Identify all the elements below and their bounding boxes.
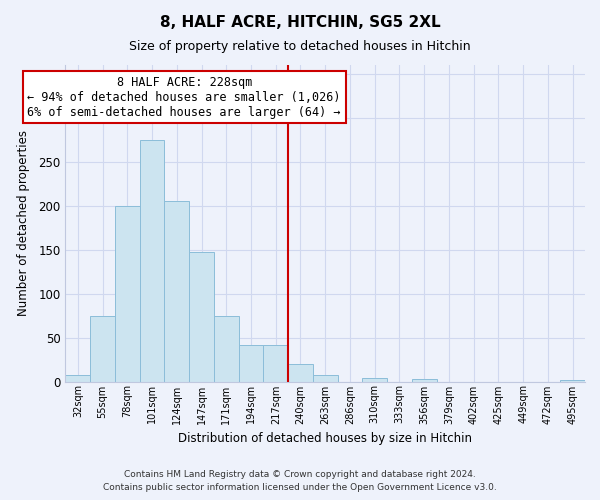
Bar bbox=[560, 380, 585, 382]
Bar bbox=[164, 202, 189, 382]
Text: Contains HM Land Registry data © Crown copyright and database right 2024.
Contai: Contains HM Land Registry data © Crown c… bbox=[103, 470, 497, 492]
Bar bbox=[65, 376, 90, 382]
Bar bbox=[263, 344, 288, 382]
Bar bbox=[313, 376, 338, 382]
Bar bbox=[214, 316, 239, 382]
Bar bbox=[189, 252, 214, 382]
Bar bbox=[412, 379, 437, 382]
Y-axis label: Number of detached properties: Number of detached properties bbox=[17, 130, 30, 316]
Text: Size of property relative to detached houses in Hitchin: Size of property relative to detached ho… bbox=[129, 40, 471, 53]
Bar bbox=[239, 344, 263, 382]
Bar bbox=[140, 140, 164, 382]
Text: 8 HALF ACRE: 228sqm
← 94% of detached houses are smaller (1,026)
6% of semi-deta: 8 HALF ACRE: 228sqm ← 94% of detached ho… bbox=[28, 76, 341, 118]
Bar bbox=[288, 364, 313, 382]
Bar bbox=[362, 378, 387, 382]
Text: 8, HALF ACRE, HITCHIN, SG5 2XL: 8, HALF ACRE, HITCHIN, SG5 2XL bbox=[160, 15, 440, 30]
X-axis label: Distribution of detached houses by size in Hitchin: Distribution of detached houses by size … bbox=[178, 432, 472, 445]
Bar bbox=[115, 206, 140, 382]
Bar bbox=[90, 316, 115, 382]
